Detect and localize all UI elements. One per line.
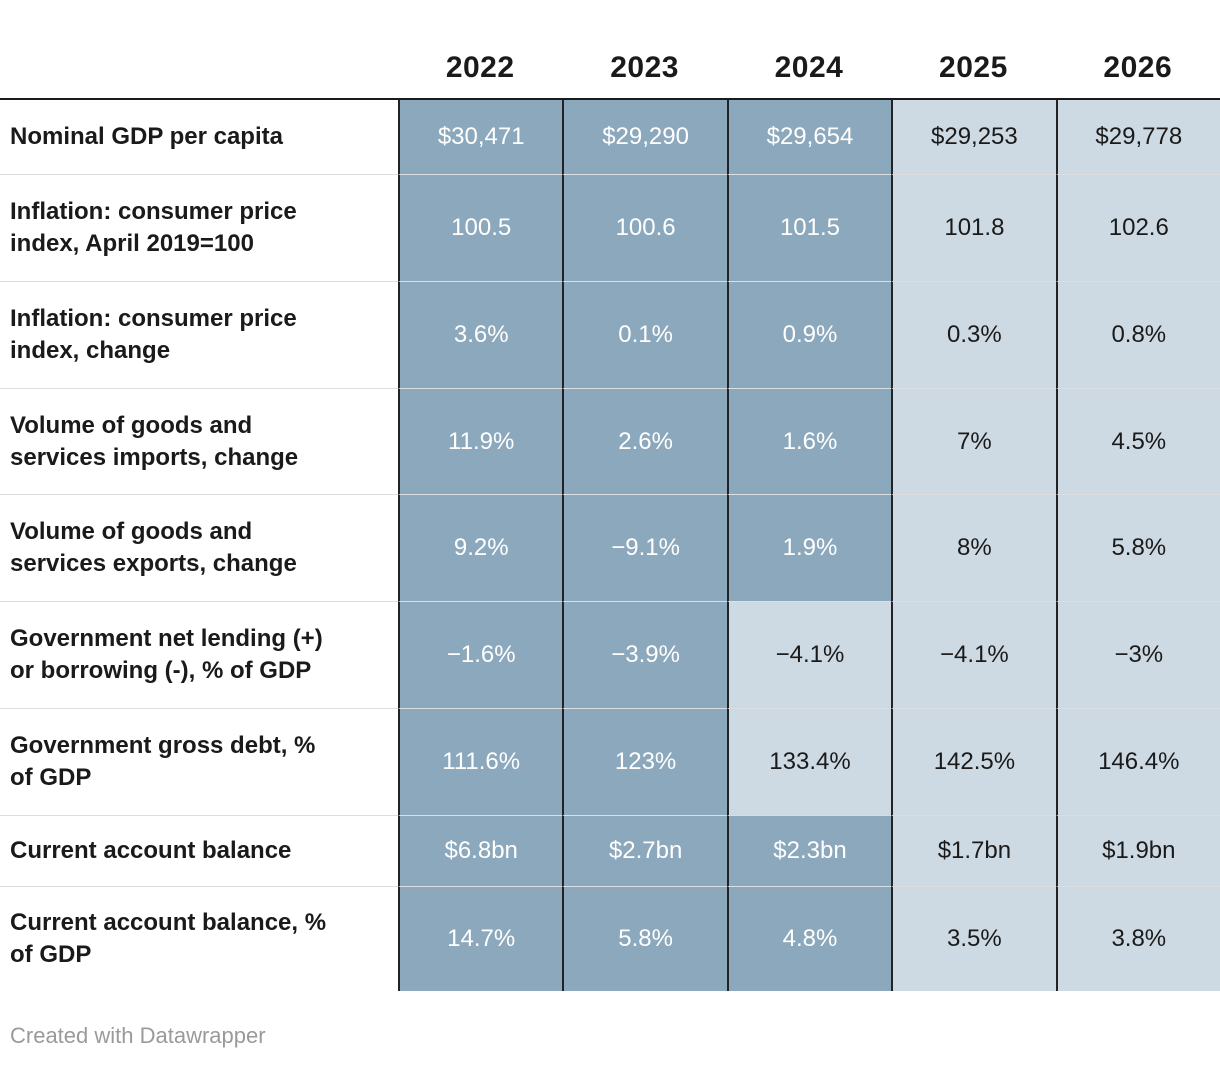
value-cell: 0.3% (891, 281, 1056, 388)
value-cell: −9.1% (562, 494, 727, 601)
row-label: Volume of goods and services exports, cha… (0, 494, 398, 601)
value-cell: $30,471 (398, 100, 563, 174)
row-label-line: index, April 2019=100 (10, 230, 254, 257)
value-cell: 9.2% (398, 494, 563, 601)
value-cell: 8% (891, 494, 1056, 601)
row-label-line: Volume of goods and (10, 411, 253, 439)
row-label-line: services exports, change (10, 550, 297, 577)
year-column-header-2024: 2024 (726, 0, 892, 100)
value-cell: $6.8bn (398, 815, 563, 886)
value-cell: −4.1% (891, 601, 1056, 708)
value-cell: 111.6% (398, 708, 563, 815)
value-cell: 100.5 (398, 174, 563, 281)
value-cell: 1.6% (726, 388, 892, 494)
value-cell: 146.4% (1055, 708, 1220, 815)
value-cell: 4.8% (726, 886, 892, 991)
row-label: Nominal GDP per capita (0, 100, 398, 174)
corner-cell (0, 0, 398, 100)
row-label-line: Inflation: consumer price (10, 198, 297, 225)
value-cell: 123% (562, 708, 727, 815)
row-label-line: index, change (10, 337, 171, 364)
value-cell: 7% (891, 388, 1056, 494)
row-label: Inflation: consumer price index, change (0, 281, 398, 388)
year-column-header-2025: 2025 (891, 0, 1056, 100)
row-label-line: Government gross debt, % (10, 732, 316, 759)
value-cell: $29,654 (726, 100, 892, 174)
row-label-line: or borrowing (-), % of GDP (10, 657, 312, 684)
value-cell: $29,290 (562, 100, 727, 174)
value-cell: 3.6% (398, 281, 563, 388)
value-cell: 11.9% (398, 388, 563, 494)
value-cell: 5.8% (1055, 494, 1220, 601)
row-label: Volume of goods and services imports, cha… (0, 388, 398, 494)
row-label-line: Government net lending (+) (10, 625, 323, 652)
row-label-line: Nominal GDP per capita (10, 123, 283, 150)
row-label-line: of GDP (10, 764, 92, 791)
value-cell: $1.7bn (891, 815, 1056, 886)
value-cell: 101.8 (891, 174, 1056, 281)
year-column-header-2023: 2023 (562, 0, 727, 100)
row-label-line: Inflation: consumer price (10, 305, 297, 332)
row-label: Current account balance, % of GDP (0, 886, 398, 991)
value-cell: 0.8% (1055, 281, 1220, 388)
row-label: Current account balance (0, 815, 398, 886)
row-label: Government gross debt, % of GDP (0, 708, 398, 815)
row-label-line: Volume of goods and (10, 518, 253, 545)
row-label-line: Current account balance, % (10, 909, 327, 936)
value-cell: 142.5% (891, 708, 1056, 815)
value-cell: −3% (1055, 601, 1220, 708)
value-cell: −1.6% (398, 601, 563, 708)
value-cell: $2.3bn (726, 815, 892, 886)
row-label-line: Current account balance (10, 837, 292, 864)
value-cell: −3.9% (562, 601, 727, 708)
value-cell: −4.1% (726, 601, 892, 708)
row-label-line: services imports, change (10, 443, 299, 471)
value-cell: 14.7% (398, 886, 563, 991)
datawrapper-credit: Created with Datawrapper (10, 1023, 1220, 1049)
value-cell: 2.6% (562, 388, 727, 494)
datawrapper-credit-link[interactable]: Created with Datawrapper (10, 1023, 266, 1048)
value-cell: 3.8% (1055, 886, 1220, 991)
value-cell: $29,778 (1055, 100, 1220, 174)
value-cell: 100.6 (562, 174, 727, 281)
value-cell: 1.9% (726, 494, 892, 601)
value-cell: 102.6 (1055, 174, 1220, 281)
value-cell: $2.7bn (562, 815, 727, 886)
value-cell: 4.5% (1055, 388, 1220, 494)
year-column-header-2022: 2022 (398, 0, 563, 100)
value-cell: 0.1% (562, 281, 727, 388)
economic-outlook-table: 2022 2023 2024 2025 2026 Nominal GDP per capi… (0, 0, 1220, 991)
row-label: Inflation: consumer price index, April 20… (0, 174, 398, 281)
value-cell: 3.5% (891, 886, 1056, 991)
value-cell: 5.8% (562, 886, 727, 991)
value-cell: $29,253 (891, 100, 1056, 174)
year-column-header-2026: 2026 (1055, 0, 1220, 100)
row-label: Government net lending (+) or borrowing (… (0, 601, 398, 708)
value-cell: 101.5 (726, 174, 892, 281)
value-cell: 133.4% (726, 708, 892, 815)
value-cell: $1.9bn (1055, 815, 1220, 886)
row-label-line: of GDP (10, 941, 92, 968)
value-cell: 0.9% (726, 281, 892, 388)
